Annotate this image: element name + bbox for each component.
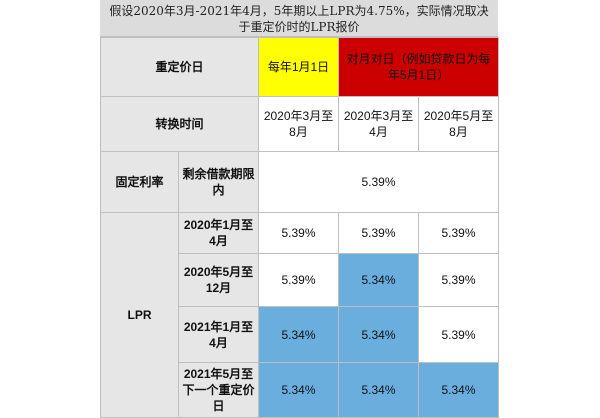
lpr-cell: 5.39% xyxy=(258,253,340,307)
lpr-cell: 5.34% xyxy=(258,362,340,418)
fixed-rate-row: 固定利率 剩余借款期限内 5.39% xyxy=(100,151,500,213)
lpr-cell: 5.39% xyxy=(418,306,500,363)
fixed-rate-value: 5.39% xyxy=(258,151,500,213)
switch-time-col2: 2020年3月至4月 xyxy=(338,96,420,152)
lpr-cell: 5.34% xyxy=(258,306,340,363)
switch-time-label: 转换时间 xyxy=(99,96,260,152)
lpr-period-label: 2021年1月至4月 xyxy=(177,306,260,363)
switch-time-col1: 2020年3月至8月 xyxy=(258,96,340,152)
lpr-cell: 5.39% xyxy=(258,212,340,254)
assumption-caption: 假设2020年3月-2021年4月，5年期以上LPR为4.75%，实际情况取决于… xyxy=(100,0,498,37)
fixed-rate-label: 固定利率 xyxy=(100,151,179,213)
repricing-day-label: 重定价日 xyxy=(99,37,260,97)
lpr-cell: 5.34% xyxy=(418,362,500,418)
lpr-row-2: 2020年5月至12月 5.39% 5.34% 5.39% xyxy=(101,253,500,307)
lpr-cell: 5.34% xyxy=(338,306,420,363)
lpr-period-label: 2020年5月至12月 xyxy=(177,253,260,307)
lpr-period-label: 2020年1月至4月 xyxy=(177,212,260,254)
lpr-cell: 5.34% xyxy=(338,253,420,307)
rate-table: 重定价日 每年1月1日 对月对日（例如贷款日为每年5月1日） 转换时间 2020… xyxy=(99,37,500,418)
lpr-label: LPR xyxy=(100,212,179,418)
switch-time-row: 转换时间 2020年3月至8月 2020年3月至4月 2020年5月至8月 xyxy=(99,96,500,152)
lpr-row-1: LPR 2020年1月至4月 5.39% 5.39% 5.39% xyxy=(100,212,500,418)
fixed-rate-sublabel: 剩余借款期限内 xyxy=(177,151,260,213)
lpr-cell: 5.39% xyxy=(418,253,500,307)
repricing-day-row: 重定价日 每年1月1日 对月对日（例如贷款日为每年5月1日） xyxy=(99,37,500,97)
lpr-row-3: 2021年1月至4月 5.34% 5.34% 5.39% xyxy=(101,306,500,363)
lpr-period-label: 2021年5月至下一个重定价日 xyxy=(177,362,260,418)
rate-comparison-sheet: 假设2020年3月-2021年4月，5年期以上LPR为4.75%，实际情况取决于… xyxy=(99,0,500,418)
switch-time-col3: 2020年5月至8月 xyxy=(418,96,500,152)
repricing-option-jan1: 每年1月1日 xyxy=(258,37,340,97)
lpr-cell: 5.34% xyxy=(338,362,420,418)
lpr-cell: 5.39% xyxy=(418,212,500,254)
lpr-cell: 5.39% xyxy=(338,212,420,254)
repricing-option-anniversary: 对月对日（例如贷款日为每年5月1日） xyxy=(338,37,500,97)
